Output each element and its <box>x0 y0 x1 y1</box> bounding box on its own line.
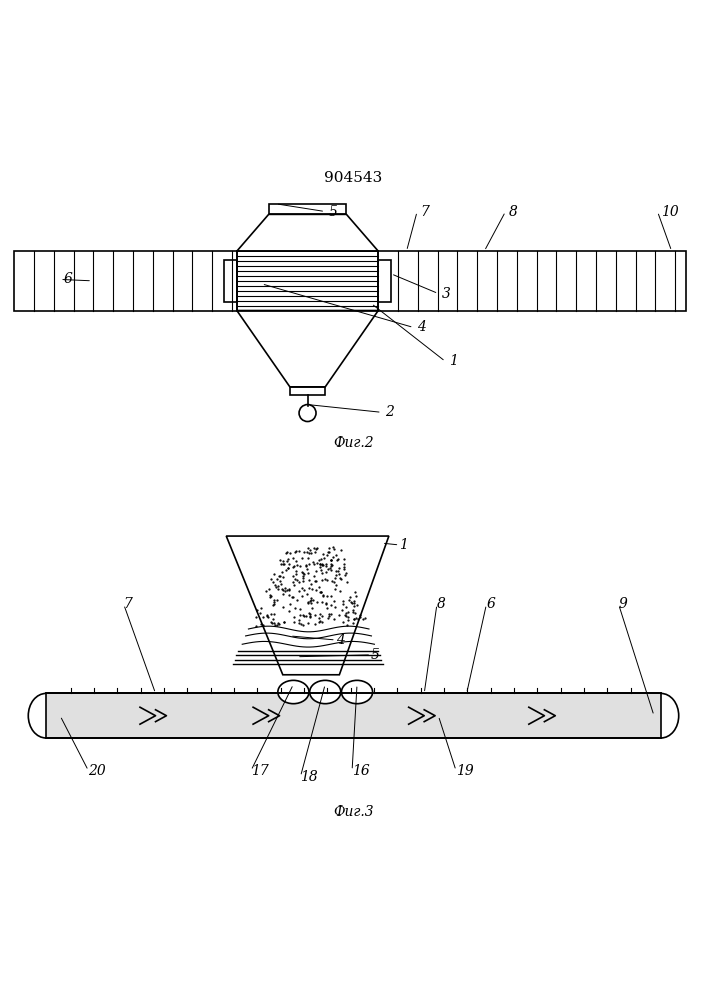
Text: 3: 3 <box>442 287 451 301</box>
Ellipse shape <box>278 680 309 704</box>
Text: 17: 17 <box>251 764 269 778</box>
Text: Фиг.2: Фиг.2 <box>333 436 374 450</box>
Text: 6: 6 <box>486 597 496 611</box>
Text: 904543: 904543 <box>325 171 382 185</box>
Text: 19: 19 <box>456 764 474 778</box>
Text: 5: 5 <box>371 648 380 662</box>
Text: 9: 9 <box>619 597 628 611</box>
Text: 1: 1 <box>449 354 458 368</box>
Text: 2: 2 <box>385 405 395 419</box>
Text: 10: 10 <box>661 205 679 219</box>
Text: 7: 7 <box>124 597 133 611</box>
Ellipse shape <box>341 680 373 704</box>
Text: 8: 8 <box>509 205 518 219</box>
Text: 16: 16 <box>352 764 370 778</box>
Text: 5: 5 <box>329 205 338 219</box>
Text: 4: 4 <box>417 320 426 334</box>
Text: 20: 20 <box>88 764 106 778</box>
Text: 6: 6 <box>64 272 73 286</box>
Text: 18: 18 <box>300 770 318 784</box>
Text: 7: 7 <box>421 205 430 219</box>
Text: 4: 4 <box>336 633 345 647</box>
Text: 1: 1 <box>399 538 409 552</box>
Text: Фиг.3: Фиг.3 <box>333 805 374 819</box>
Bar <box>46 693 661 738</box>
Text: 8: 8 <box>437 597 446 611</box>
Ellipse shape <box>310 680 341 704</box>
